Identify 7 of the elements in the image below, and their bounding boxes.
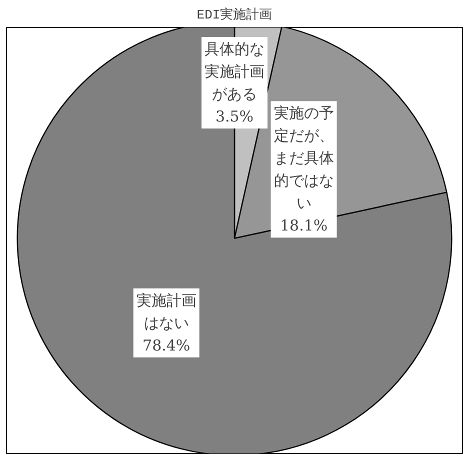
slice-label: 実施の予定だが、まだ具体的ではない	[274, 104, 334, 212]
chart-title: EDI実施計画	[196, 6, 272, 22]
data-label: 3.5%	[215, 108, 254, 126]
data-label: 18.1%	[280, 216, 328, 235]
data-label: 78.4%	[142, 336, 190, 354]
slice-label: 具体的な実施計画がある	[204, 40, 264, 104]
slice-label: 実施計画はない	[136, 291, 196, 332]
